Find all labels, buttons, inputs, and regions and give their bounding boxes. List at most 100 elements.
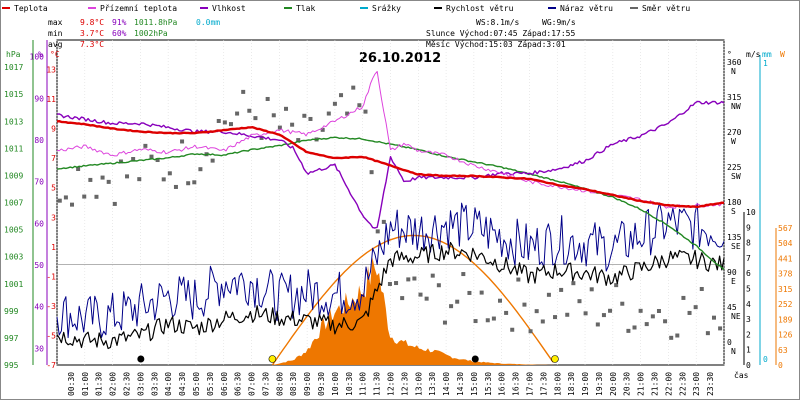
wind-direction-point: [681, 295, 686, 300]
wind-direction-point: [82, 194, 87, 199]
wind-direction-point: [626, 328, 631, 333]
wind-direction-point: [601, 313, 606, 318]
tick-time: 04:00: [164, 372, 173, 396]
chart-axes: hPa% °C9959979991001100310051007100910111…: [4, 39, 793, 396]
tick-time: 15:00: [470, 372, 479, 396]
tick-time: 16:00: [498, 372, 507, 396]
wind-direction-point: [155, 158, 160, 163]
tick-direction-label: NE: [731, 312, 741, 321]
tick-time: 15:30: [484, 372, 493, 396]
wind-direction-point: [461, 272, 466, 277]
legend-label-4: Srážky: [372, 4, 401, 13]
tick-wind: 0: [746, 361, 751, 370]
wind-direction-point: [222, 120, 227, 125]
wind-direction-point: [473, 319, 478, 324]
stats-max-temp: 9.8°C: [80, 18, 104, 27]
tick-pressure: 999: [4, 307, 19, 316]
stats-max-press: 1011.8hPa: [134, 18, 178, 27]
tick-direction: 225: [727, 163, 742, 172]
wind-direction-point: [369, 170, 374, 175]
wind-direction-point: [167, 171, 172, 176]
stats-block: max 9.8°C 91% 1011.8hPa 0.0mm min 3.7°C …: [48, 18, 220, 49]
stats-max-hum: 91%: [112, 18, 127, 27]
tick-solar: 189: [778, 315, 793, 324]
tick-time: 03:00: [136, 372, 145, 396]
wind-direction-point: [332, 101, 337, 106]
wind-direction-point: [94, 194, 99, 199]
wind-direction-point: [198, 167, 203, 172]
tick-pressure: 1009: [4, 171, 23, 180]
wind-direction-point: [320, 127, 325, 132]
tick-solar: 63: [778, 346, 788, 355]
tick-solar: 315: [778, 285, 793, 294]
tick-time: 17:00: [525, 372, 534, 396]
tick-direction: 45: [727, 303, 737, 312]
tick-time: 20:30: [623, 372, 632, 396]
tick-direction: 90: [727, 268, 737, 277]
tick-direction-label: NW: [731, 102, 741, 111]
wind-direction-point: [247, 108, 252, 113]
tick-temperature: -1: [46, 272, 56, 281]
wind-direction-point: [620, 301, 625, 306]
solar-radiation-area: [272, 257, 558, 365]
wind-direction-point: [559, 287, 564, 292]
wind-direction-point: [100, 175, 105, 180]
tick-pressure: 1013: [4, 117, 23, 126]
tick-time: 08:30: [289, 372, 298, 396]
wind-direction-point: [430, 273, 435, 278]
tick-pressure: 1001: [4, 280, 23, 289]
chart-title: 26.10.2012: [359, 51, 441, 66]
axis-unit-solar: W: [780, 50, 785, 59]
tick-temperature: 7: [51, 154, 56, 163]
tick-solar: 126: [778, 331, 793, 340]
tick-direction: 180: [727, 198, 742, 207]
wind-direction-point: [497, 298, 502, 303]
chart-legend: Teplota Přízemní teplota Vlhkost Tlak Srážky…: [2, 4, 690, 13]
tick-time: 05:30: [206, 372, 215, 396]
tick-humidity: 80: [34, 136, 44, 145]
wind-direction-point: [687, 310, 692, 315]
tick-time: 18:30: [567, 372, 576, 396]
legend-label-1: Přízemní teplota: [100, 4, 177, 13]
solar-theoretical-line: [271, 234, 554, 366]
wind-direction-point: [449, 304, 454, 309]
wind-direction-point: [131, 157, 136, 162]
wind-direction-point: [143, 143, 148, 148]
wind-direction-point: [553, 315, 558, 320]
tick-pressure: 1005: [4, 226, 23, 235]
tick-direction: 0: [727, 338, 732, 347]
wind-direction-point: [381, 219, 386, 224]
wind-direction-point: [608, 308, 613, 313]
wind-direction-point: [510, 327, 515, 332]
moonset-icon: [137, 355, 145, 363]
tick-direction: 270: [727, 128, 742, 137]
wind-direction-point: [277, 125, 282, 130]
stats-min-press: 1002hPa: [134, 29, 168, 38]
wind-direction-point: [88, 177, 93, 182]
legend-label-2: Vlhkost: [212, 4, 246, 13]
tick-rain: 0: [763, 355, 768, 364]
wind-direction-point: [216, 118, 221, 123]
tick-humidity: 60: [34, 219, 44, 228]
tick-time: 23:00: [692, 372, 701, 396]
wind-direction-point: [173, 184, 178, 189]
wind-direction-point: [235, 111, 240, 116]
axis-unit-humidity: %: [38, 50, 43, 59]
tick-temperature: 11: [46, 95, 56, 104]
axis-unit-rain: mm: [762, 50, 772, 59]
tick-pressure: 995: [4, 361, 19, 370]
wind-direction-point: [583, 311, 588, 316]
wind-direction-point: [418, 292, 423, 297]
tick-humidity: 70: [34, 178, 44, 187]
tick-time: 22:00: [664, 372, 673, 396]
tick-wind: 2: [746, 330, 751, 339]
plot-area: [56, 71, 725, 366]
wind-direction-point: [63, 195, 68, 200]
tick-direction-label: SE: [731, 242, 741, 251]
wind-direction-point: [467, 290, 472, 295]
wind-direction-point: [387, 281, 392, 286]
wind-direction-point: [491, 316, 496, 321]
wind-direction-point: [339, 93, 344, 98]
tick-wind: 9: [746, 223, 751, 232]
